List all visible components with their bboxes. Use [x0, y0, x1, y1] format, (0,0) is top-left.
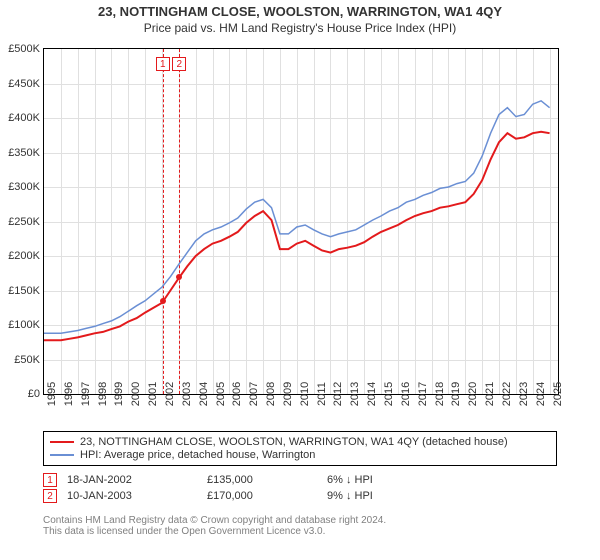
transaction-price: £170,000: [207, 490, 317, 502]
ytick-label: £300K: [8, 181, 44, 193]
ytick-label: £100K: [8, 319, 44, 331]
ytick-label: £50K: [14, 354, 44, 366]
transaction-index-box: 2: [43, 489, 57, 503]
series-line: [44, 101, 550, 333]
ytick-label: £0: [28, 388, 44, 400]
transaction-date: 18-JAN-2002: [67, 474, 197, 486]
ytick-label: £500K: [8, 43, 44, 55]
legend: 23, NOTTINGHAM CLOSE, WOOLSTON, WARRINGT…: [43, 431, 557, 466]
attribution: Contains HM Land Registry data © Crown c…: [43, 515, 557, 537]
legend-item: 23, NOTTINGHAM CLOSE, WOOLSTON, WARRINGT…: [50, 436, 550, 448]
event-marker-dot: [176, 274, 182, 280]
plot-area: £0£50K£100K£150K£200K£250K£300K£350K£400…: [43, 48, 559, 395]
series-svg: [44, 49, 558, 394]
ytick-label: £250K: [8, 216, 44, 228]
transactions-table: 1 18-JAN-2002 £135,000 6% ↓ HPI 2 10-JAN-2003…: [43, 471, 557, 505]
attribution-line: This data is licensed under the Open Gov…: [43, 526, 557, 537]
transaction-row: 1 18-JAN-2002 £135,000 6% ↓ HPI: [43, 473, 557, 487]
legend-label: 23, NOTTINGHAM CLOSE, WOOLSTON, WARRINGT…: [80, 436, 508, 448]
series-line: [44, 132, 550, 340]
transaction-row: 2 10-JAN-2003 £170,000 9% ↓ HPI: [43, 489, 557, 503]
attribution-line: Contains HM Land Registry data © Crown c…: [43, 515, 557, 526]
event-marker-box: 2: [172, 57, 186, 71]
transaction-date: 10-JAN-2003: [67, 490, 197, 502]
transaction-index-box: 1: [43, 473, 57, 487]
chart-subtitle: Price paid vs. HM Land Registry's House …: [0, 21, 600, 35]
transaction-delta: 6% ↓ HPI: [327, 474, 373, 486]
transaction-price: £135,000: [207, 474, 317, 486]
event-marker-dot: [160, 298, 166, 304]
event-marker-box: 1: [156, 57, 170, 71]
transaction-delta: 9% ↓ HPI: [327, 490, 373, 502]
legend-swatch: [50, 441, 74, 443]
ytick-label: £150K: [8, 285, 44, 297]
ytick-label: £450K: [8, 78, 44, 90]
ytick-label: £400K: [8, 112, 44, 124]
chart-title: 23, NOTTINGHAM CLOSE, WOOLSTON, WARRINGT…: [0, 4, 600, 19]
legend-label: HPI: Average price, detached house, Warr…: [80, 449, 315, 461]
ytick-label: £200K: [8, 250, 44, 262]
ytick-label: £350K: [8, 147, 44, 159]
legend-swatch: [50, 454, 74, 456]
legend-item: HPI: Average price, detached house, Warr…: [50, 449, 550, 461]
